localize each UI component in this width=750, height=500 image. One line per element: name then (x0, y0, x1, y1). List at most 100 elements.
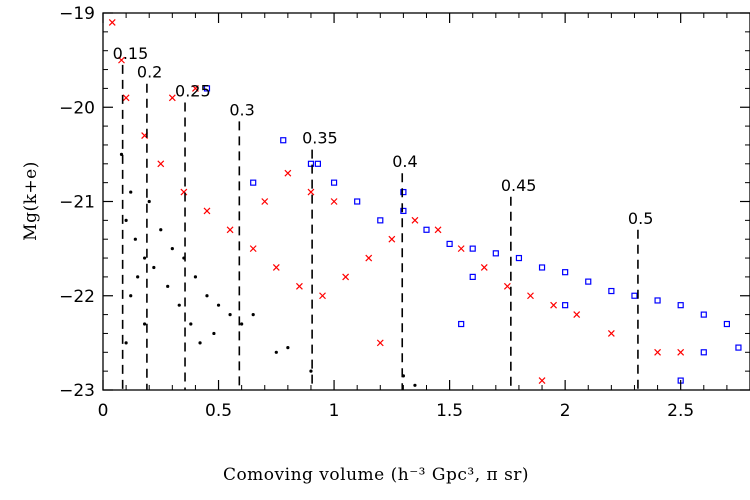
blue-square-point (562, 302, 569, 309)
red-cross-point (261, 198, 269, 205)
blue-square-point (203, 85, 211, 92)
red-cross-point (365, 254, 373, 262)
red-cross-point (272, 264, 280, 271)
y-tick-label: −19 (59, 4, 95, 24)
blue-square-point (700, 311, 707, 318)
ticks-layer: 0 0.5 1 1.5 2 2.5 −19 −20 −21 −22 −23 (59, 4, 750, 421)
black-dot-point (198, 341, 202, 345)
black-dot-point (212, 331, 216, 336)
red-cross-point (226, 226, 234, 234)
blue-square-point (446, 240, 453, 248)
black-dot-point (142, 322, 147, 326)
black-dot-point (240, 322, 244, 326)
y-tick-label: −22 (59, 287, 95, 307)
redshift-label: 0.2 (137, 63, 162, 82)
red-cross-point (457, 245, 465, 253)
red-cross-point (677, 348, 685, 356)
red-cross-point (108, 19, 116, 26)
blue-square-point (330, 179, 338, 186)
black-dot-point (129, 190, 133, 194)
x-tick-label: 1.5 (436, 401, 463, 421)
redshift-label: 0.45 (501, 176, 537, 195)
x-tick-label: 0.5 (205, 401, 232, 421)
blue-square-point (314, 160, 321, 167)
redshift-label: 0.35 (302, 129, 338, 148)
black-dot-point (136, 275, 140, 279)
blue-square-point (400, 207, 407, 215)
black-dot-point (216, 303, 221, 307)
blue-square-point (377, 217, 384, 224)
red-cross-point (330, 198, 338, 205)
black-dot-point (129, 294, 133, 298)
x-tick-label: 1 (329, 401, 340, 421)
black-dot-point (147, 199, 151, 204)
x-tick-label: 2.5 (667, 401, 694, 421)
black-dot-point (133, 237, 137, 241)
black-dot-point (413, 383, 417, 387)
x-tick-label: 2 (560, 401, 571, 421)
redshift-label: 0.15 (113, 44, 149, 63)
blue-square-point (723, 320, 730, 328)
red-cross-point (180, 188, 188, 196)
red-cross-point (168, 94, 176, 102)
red-cross-point (480, 264, 488, 271)
data-points-layer (108, 19, 742, 387)
red-cross-point (376, 339, 384, 347)
red-cross-point (249, 245, 257, 253)
black-dot-point (170, 247, 174, 251)
black-dot-point (166, 284, 170, 288)
redshift-label: 0.3 (229, 100, 254, 119)
blue-square-point (515, 254, 523, 262)
blue-square-point (492, 250, 499, 257)
red-cross-point (411, 216, 419, 224)
black-dot-point (124, 341, 128, 345)
blue-square-point (469, 245, 476, 252)
redshift-label: 0.25 (175, 82, 211, 101)
red-cross-point (203, 207, 211, 215)
y-tick-label: −20 (59, 98, 95, 118)
blue-square-point (608, 287, 615, 295)
red-cross-point (307, 188, 315, 196)
red-cross-point (573, 311, 581, 319)
red-cross-point (654, 348, 661, 356)
red-cross-point (342, 273, 350, 281)
black-dot-point (251, 313, 255, 317)
black-dot-point (159, 228, 163, 232)
y-axis-label: Mg(k+e) (21, 161, 41, 241)
x-axis-label: Comoving volume (h⁻³ Gpc³, π sr) (223, 465, 529, 485)
red-cross-point (550, 301, 558, 309)
red-cross-point (118, 56, 125, 64)
redshift-label: 0.4 (392, 152, 417, 171)
blue-square-point (400, 188, 407, 196)
blue-square-point (562, 269, 569, 276)
black-dot-point (205, 294, 209, 298)
blue-square-point (469, 273, 476, 280)
red-cross-point (122, 94, 130, 102)
red-cross-point (503, 282, 511, 290)
y-tick-label: −21 (59, 193, 95, 213)
black-dot-point (124, 218, 128, 222)
blue-square-point (585, 278, 592, 285)
black-dot-point (228, 313, 232, 317)
red-cross-point (295, 282, 303, 290)
blue-square-point (700, 349, 707, 356)
red-cross-point (319, 292, 326, 300)
y-tick-label: −23 (59, 381, 95, 401)
black-dot-point (286, 345, 290, 350)
blue-square-point (735, 344, 742, 351)
x-tick-label: 0 (98, 401, 109, 421)
blue-square-point (250, 179, 257, 186)
black-dot-point (142, 256, 147, 260)
blue-square-point (538, 264, 546, 271)
blue-square-point (654, 297, 661, 304)
redshift-label: 0.5 (628, 209, 653, 228)
redshift-lines-layer: 0.150.2 0.25 0.3 0.35 0.4 0.45 0.5 (113, 44, 653, 390)
blue-square-point (307, 160, 315, 167)
black-dot-point (177, 303, 181, 307)
blue-square-point (280, 137, 287, 144)
blue-square-point (631, 292, 638, 299)
blue-square-point (458, 320, 465, 328)
red-cross-point (192, 84, 199, 92)
